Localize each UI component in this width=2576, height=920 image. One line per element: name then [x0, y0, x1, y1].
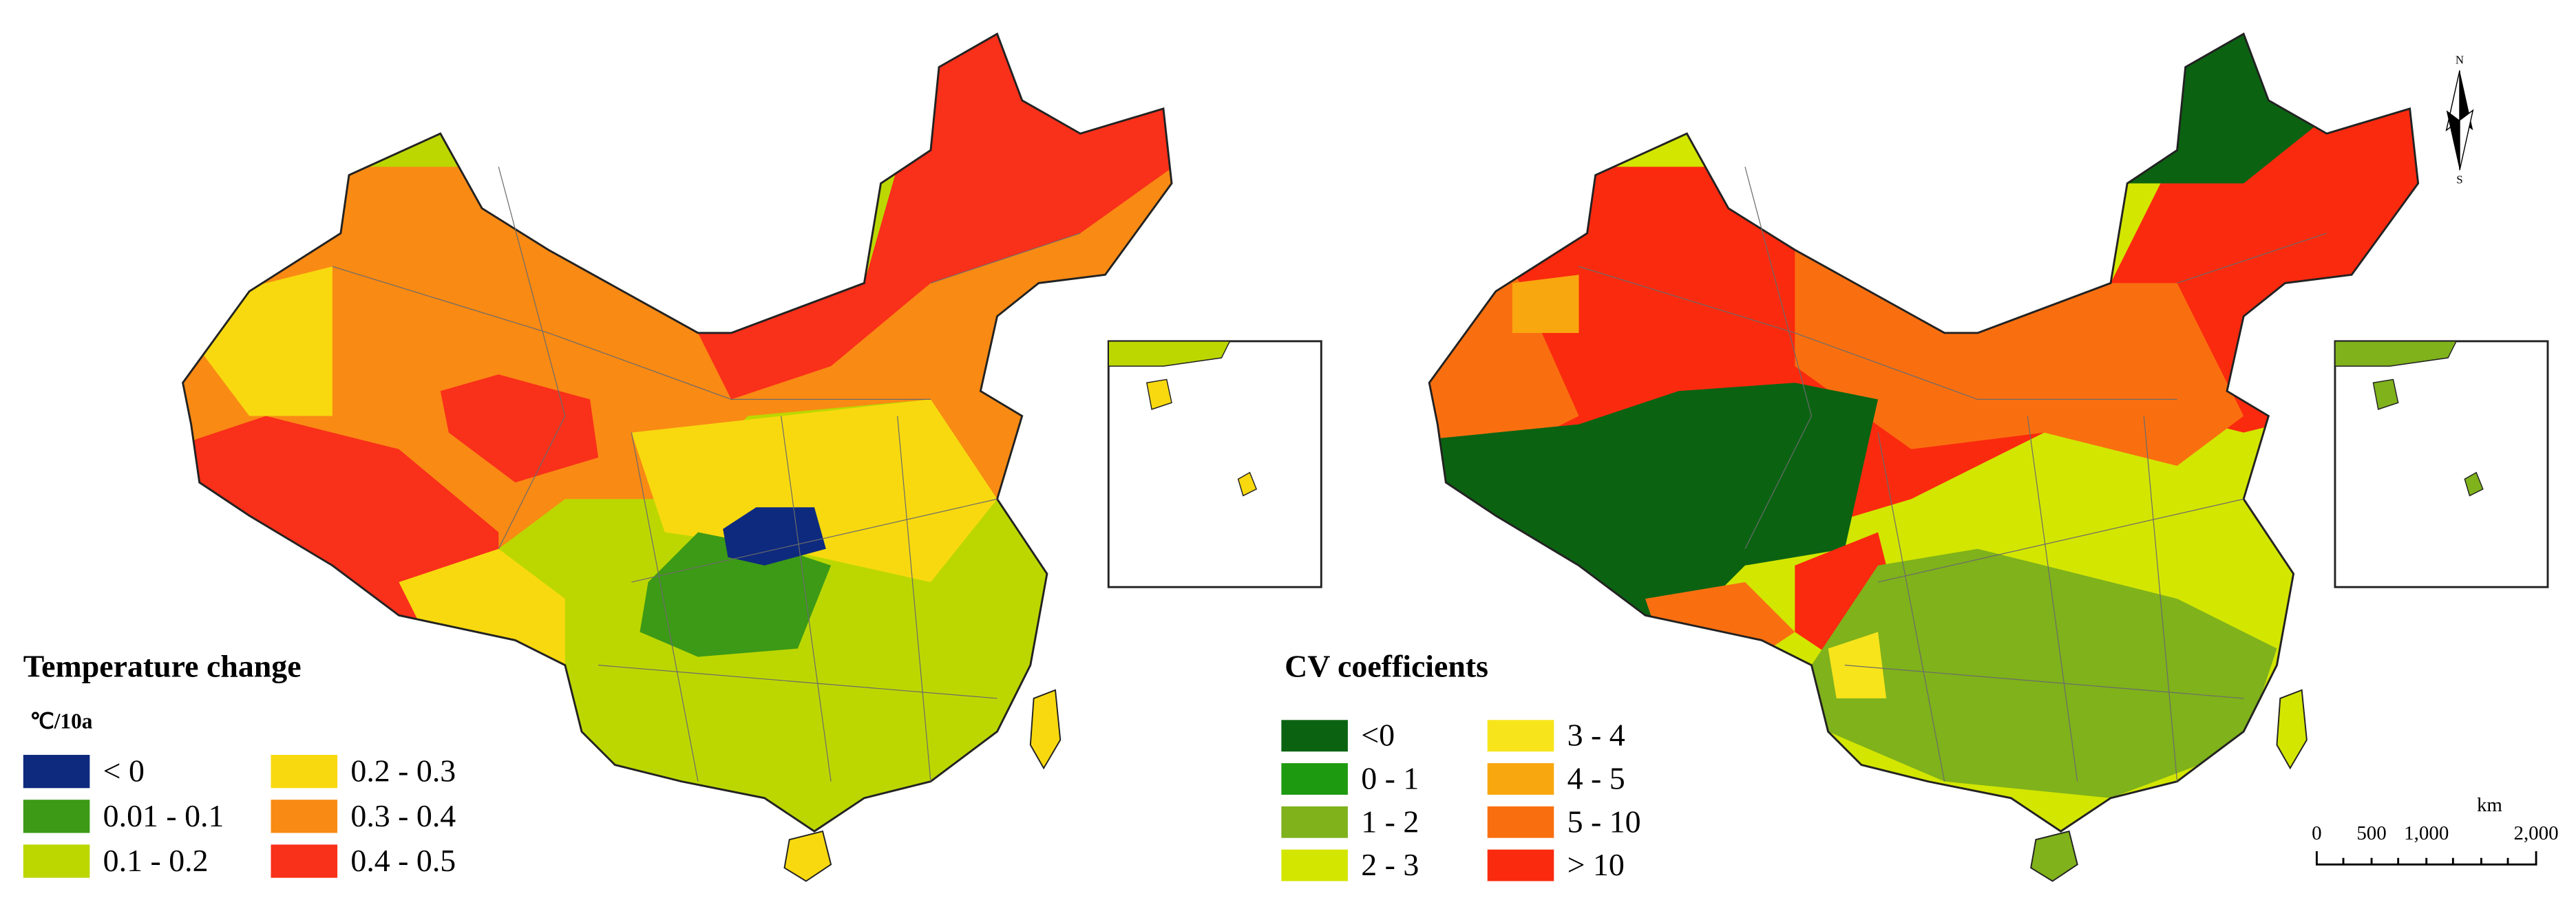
legend-swatch	[23, 800, 90, 833]
legend-swatch	[1281, 763, 1348, 795]
left-map	[182, 32, 1322, 882]
legend-unit: ℃/10a	[30, 709, 92, 733]
region	[723, 507, 826, 566]
legend-swatch	[1281, 806, 1348, 838]
legend-label: < 0	[103, 753, 145, 789]
legend-title: CV coefficients	[1285, 649, 1488, 684]
legend-label: 1 - 2	[1361, 804, 1419, 839]
legend-label: 0.1 - 0.2	[103, 843, 209, 878]
region	[631, 399, 997, 582]
scale-label: 1,000	[2404, 822, 2449, 844]
legend-swatch	[1487, 763, 1554, 795]
region	[440, 374, 599, 483]
legend-label: 0.2 - 0.3	[350, 753, 456, 789]
legend-swatch	[1281, 849, 1348, 881]
legend-swatch	[271, 755, 338, 789]
legend-swatch	[23, 755, 90, 789]
scale-bar: km 0 500 1,000 2,000	[2312, 794, 2559, 866]
legend-label: 0 - 1	[1361, 761, 1419, 796]
legend-title: Temperature change	[23, 649, 302, 684]
legend-label: 0.01 - 0.1	[103, 798, 224, 833]
legend-label: 0.3 - 0.4	[350, 798, 456, 833]
scale-label: 0	[2312, 822, 2321, 844]
legend-label: 0.4 - 0.5	[350, 843, 456, 878]
region	[1811, 548, 2277, 798]
legend-label: > 10	[1567, 847, 1625, 882]
scale-label: 2,000	[2513, 822, 2558, 844]
legend-swatch	[271, 844, 338, 878]
legend-label: 4 - 5	[1567, 761, 1625, 796]
legend-swatch	[1487, 720, 1554, 752]
region	[182, 416, 499, 624]
legend-swatch	[271, 800, 338, 833]
region	[1512, 275, 1579, 333]
legend-label: <0	[1361, 718, 1395, 753]
region	[640, 532, 832, 657]
legend-label: 3 - 4	[1567, 718, 1625, 753]
scale-label: 500	[2356, 822, 2386, 844]
south-label: S	[2456, 173, 2462, 186]
legend-swatch	[1281, 720, 1348, 752]
legend-swatch	[1487, 849, 1554, 881]
north-label: N	[2456, 54, 2464, 67]
legend-label: 5 - 10	[1567, 804, 1641, 839]
legend-label: 2 - 3	[1361, 847, 1419, 882]
legend-swatch	[1487, 806, 1554, 838]
north-arrow: N S	[2445, 54, 2474, 186]
region	[1429, 383, 1879, 632]
legend-swatch	[23, 844, 90, 878]
scale-unit: km	[2477, 794, 2502, 816]
region	[1828, 632, 1887, 698]
